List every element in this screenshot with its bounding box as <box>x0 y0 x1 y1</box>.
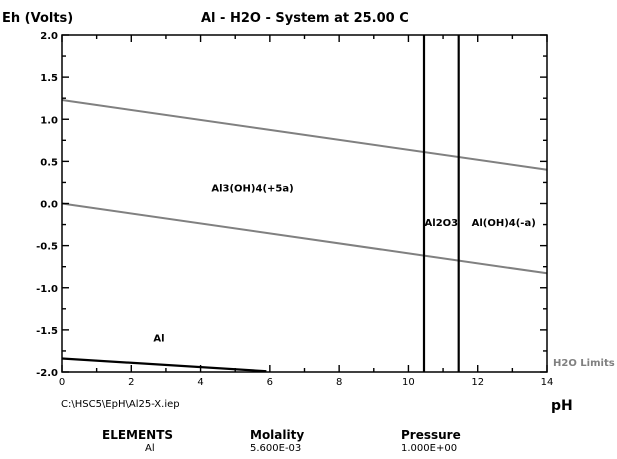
region-label: Al2O3 <box>425 218 459 229</box>
series-line-1 <box>61 202 548 275</box>
x-tick-label: 2 <box>128 377 134 388</box>
y-tick-label: -2.0 <box>36 368 58 379</box>
water-limits-label: H2O Limits <box>553 358 615 369</box>
series-line-0 <box>61 99 548 171</box>
molality-header: Molality <box>250 428 305 442</box>
plot-frame <box>61 34 548 373</box>
molality-value: 5.600E-03 <box>250 443 302 454</box>
y-axis-label: Eh (Volts) <box>2 11 74 26</box>
region-label: Al(OH)4(-a) <box>472 218 536 229</box>
file-path: C:\HSC5\EpH\Al25-X.iep <box>61 399 180 410</box>
region-label: Al3(OH)4(+5a) <box>211 184 293 195</box>
x-tick-label: 14 <box>541 377 554 388</box>
y-tick-label: -0.5 <box>36 242 58 253</box>
x-tick-label: 4 <box>197 377 203 388</box>
y-tick-label: 0.0 <box>40 200 58 211</box>
element-value: Al <box>145 443 155 454</box>
y-tick-label: 2.0 <box>40 31 58 42</box>
pressure-header: Pressure <box>401 428 461 442</box>
x-tick-label: 8 <box>336 377 342 388</box>
x-tick-label: 0 <box>59 377 65 388</box>
y-tick-label: 1.0 <box>40 115 58 126</box>
series-line-2 <box>61 357 267 373</box>
x-tick-label: 10 <box>402 377 415 388</box>
y-tick-label: -1.0 <box>36 284 58 295</box>
pressure-value: 1.000E+00 <box>401 443 458 454</box>
y-tick-label: 0.5 <box>40 157 58 168</box>
x-tick-label: 12 <box>471 377 484 388</box>
y-tick-label: -1.5 <box>36 326 58 337</box>
x-axis-label: pH <box>551 398 573 414</box>
y-tick-label: 1.5 <box>40 73 58 84</box>
elements-header: ELEMENTS <box>102 428 174 442</box>
region-label: Al <box>153 334 164 345</box>
chart-title: Al - H2O - System at 25.00 C <box>201 11 409 26</box>
x-tick-label: 6 <box>267 377 273 388</box>
